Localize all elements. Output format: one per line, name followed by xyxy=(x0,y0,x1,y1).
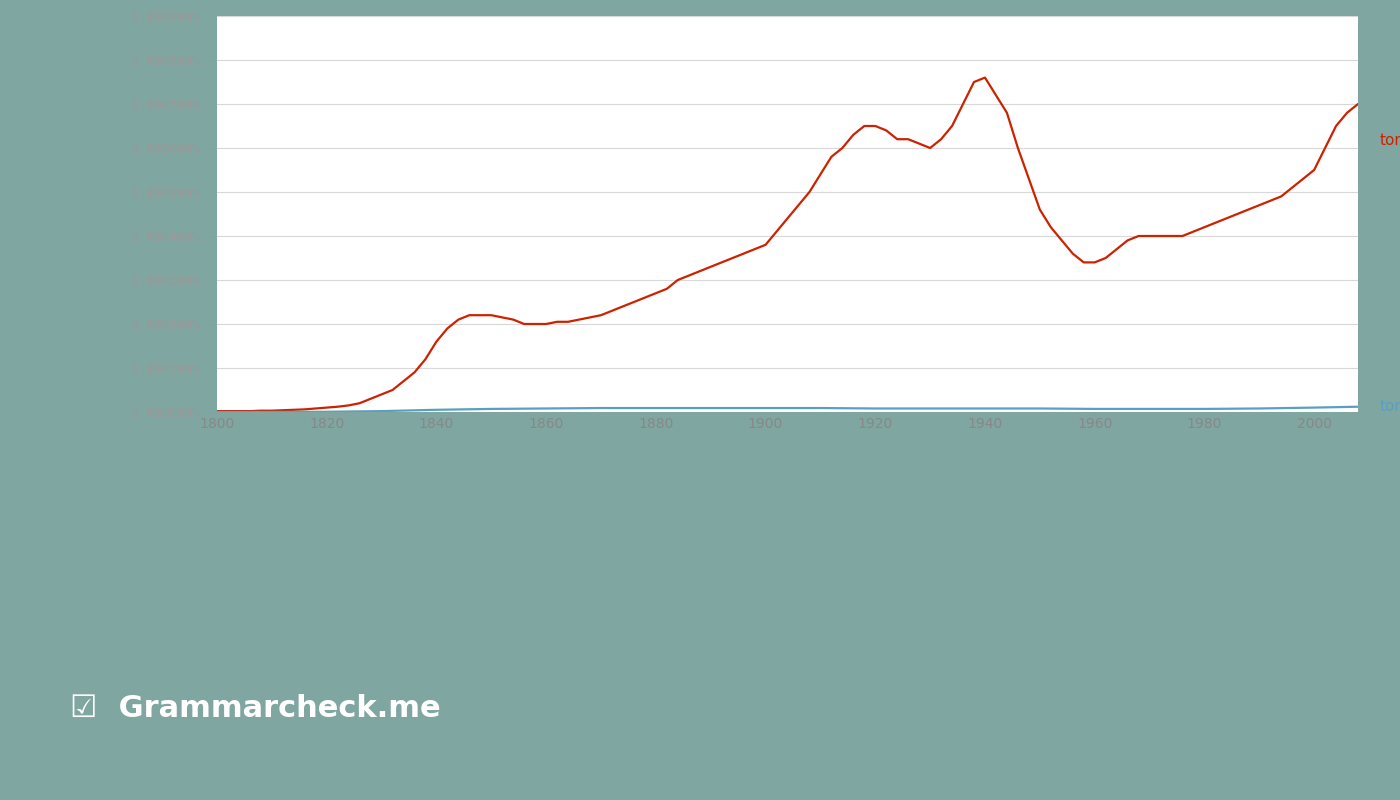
Text: ☑  Grammarcheck.me: ☑ Grammarcheck.me xyxy=(70,694,441,722)
Text: tomatos: tomatos xyxy=(1380,399,1400,414)
Text: tomatoes: tomatoes xyxy=(1380,134,1400,149)
